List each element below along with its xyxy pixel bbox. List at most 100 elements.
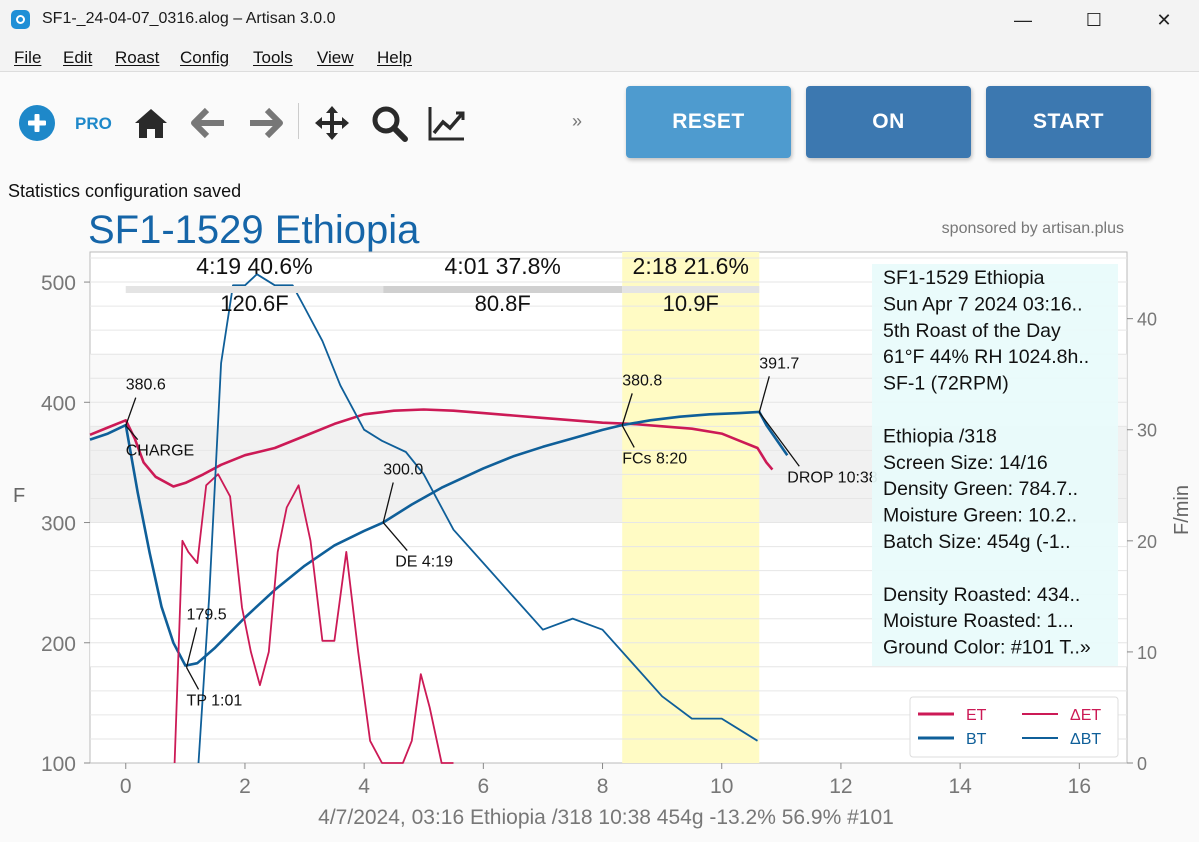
y-right-tick-label: 0 (1137, 754, 1147, 774)
menu-roast[interactable]: Roast (115, 48, 160, 67)
info-line: SF1-1529 Ethiopia (883, 267, 1045, 289)
roast-chart-svg[interactable]: 4:19 40.6% 120.6F 4:01 37.8% 80.8F 2:18 21.6… (0, 200, 1199, 837)
series-et (89, 408, 774, 488)
y-right-tick-label: 30 (1137, 421, 1157, 441)
menu-edit[interactable]: Edit (63, 48, 93, 67)
legend-label: ΔET (1070, 707, 1101, 724)
event-value-label: 380.6 (126, 377, 166, 394)
event-leader-line (185, 667, 200, 690)
x-tick-label: 16 (1068, 775, 1091, 798)
zoom-icon[interactable] (369, 103, 409, 143)
x-tick-label: 8 (597, 775, 609, 798)
home-icon[interactable] (131, 103, 171, 143)
menu-tools[interactable]: Tools (253, 48, 293, 67)
y-tick-label: 300 (41, 513, 76, 536)
legend (909, 696, 1119, 758)
back-arrow-icon[interactable] (189, 103, 229, 143)
event-value-label: 380.8 (622, 372, 662, 389)
event-name-label: CHARGE (126, 443, 194, 460)
legend-label: ET (966, 707, 987, 724)
phase-delta-label: 120.6F (220, 291, 289, 316)
menu-config[interactable]: Config (180, 48, 230, 67)
info-line: Density Roasted: 434.. (883, 584, 1080, 606)
x-tick-label: 12 (829, 775, 852, 798)
event-value-label: 179.5 (187, 606, 227, 623)
info-line: Moisture Green: 10.2.. (883, 505, 1077, 527)
minimize-button[interactable]: — (1014, 9, 1032, 30)
window-title: SF1-_24-04-07_0316.alog – Artisan 3.0.0 (42, 10, 336, 27)
phase-bar (622, 286, 760, 293)
x-tick-label: 4 (358, 775, 370, 798)
series-delta-bt (197, 273, 758, 764)
event-leader-line (758, 411, 800, 467)
close-button[interactable]: ✕ (1156, 9, 1172, 30)
pan-icon[interactable] (312, 103, 352, 143)
reset-button[interactable]: RESET (626, 86, 791, 158)
event-name-label: DROP 10:38 (787, 469, 878, 486)
y-right-tick-label: 40 (1137, 310, 1157, 330)
add-circle-icon[interactable] (17, 103, 57, 143)
on-button[interactable]: ON (806, 86, 971, 158)
menu-help[interactable]: Help (377, 48, 412, 67)
maximize-button[interactable]: ☐ (1085, 9, 1103, 30)
event-leader-line (185, 627, 198, 668)
info-line: Batch Size: 454g (-1.. (883, 531, 1071, 553)
more-tools-button[interactable]: » (572, 111, 583, 131)
phase-delta-label: 80.8F (475, 291, 531, 316)
event-leader-line (621, 425, 635, 448)
event-name-label: TP 1:01 (187, 692, 243, 709)
y-right-tick-label: 20 (1137, 532, 1157, 552)
event-leader-line (382, 522, 408, 551)
menu-file[interactable]: File (14, 48, 42, 67)
y-axis-label: F (13, 485, 25, 507)
y-tick-label: 200 (41, 633, 76, 656)
y-tick-label: 100 (41, 753, 76, 776)
toolbar: PRO » RESET ON START (0, 73, 1199, 173)
x-tick-label: 6 (478, 775, 490, 798)
artisan-app-icon (11, 10, 30, 29)
status-message: Statistics configuration saved (8, 181, 242, 201)
event-leader-line (125, 397, 137, 426)
roast-info-box (872, 264, 1118, 666)
sponsor-text: sponsored by artisan.plus (942, 220, 1124, 237)
event-leader-line (621, 393, 633, 426)
roast-chart[interactable]: 4:19 40.6% 120.6F 4:01 37.8% 80.8F 2:18 21.6… (0, 200, 1199, 837)
event-name-label: FCs 8:20 (622, 450, 687, 467)
info-line: Ground Color: #101 T..» (883, 637, 1091, 659)
info-line: 61°F 44% RH 1024.8h.. (883, 346, 1089, 368)
title-bar: SF1-_24-04-07_0316.alog – Artisan 3.0.0 … (0, 0, 1199, 40)
phase-time-label: 4:01 37.8% (445, 253, 561, 279)
x-tick-label: 2 (239, 775, 251, 798)
phase-time-label: 4:19 40.6% (196, 253, 312, 279)
x-tick-label: 14 (948, 775, 972, 798)
phase-bar (383, 286, 623, 293)
legend-label: BT (966, 731, 987, 748)
event-value-label: 300.0 (383, 462, 423, 479)
series-delta-et (173, 473, 454, 764)
phase-time-label: 2:18 21.6% (633, 253, 749, 279)
y-tick-label: 400 (41, 392, 76, 415)
event-leader-line (758, 376, 770, 413)
footer-summary: 4/7/2024, 03:16 Ethiopia /318 10:38 454g… (318, 806, 894, 829)
phase-bar (125, 286, 384, 293)
x-tick-label: 10 (710, 775, 733, 798)
menu-bar: File Edit Roast Config Tools View Help (0, 40, 1199, 72)
x-tick-label: 0 (120, 775, 132, 798)
y-right-tick-label: 10 (1137, 643, 1157, 663)
start-button[interactable]: START (986, 86, 1151, 158)
event-name-label: DE 4:19 (395, 554, 453, 571)
y-axis-right-label: F/min (1171, 485, 1193, 535)
forward-arrow-icon[interactable] (245, 103, 285, 143)
phase-delta-label: 10.9F (663, 291, 719, 316)
info-line: Density Green: 784.7.. (883, 478, 1078, 500)
menu-view[interactable]: View (317, 48, 354, 67)
info-line: Ethiopia /318 (883, 425, 997, 447)
event-leader-line (125, 425, 139, 441)
info-line: SF-1 (72RPM) (883, 373, 1009, 395)
toolbar-separator (298, 103, 299, 139)
pro-label[interactable]: PRO (75, 114, 112, 133)
statistics-icon[interactable] (426, 103, 466, 143)
info-line: Sun Apr 7 2024 03:16.. (883, 293, 1083, 315)
info-line: Screen Size: 14/16 (883, 452, 1048, 474)
chart-title: SF1-1529 Ethiopia (88, 208, 420, 252)
